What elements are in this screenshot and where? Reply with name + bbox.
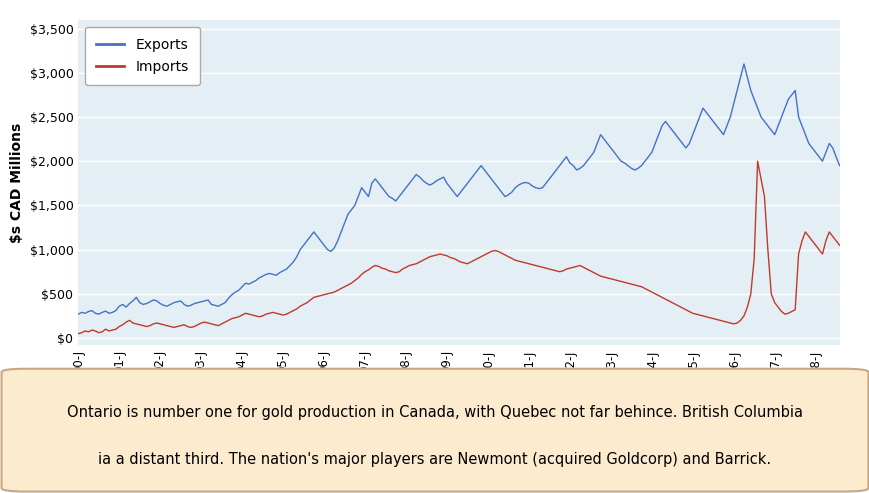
Exports [141, 301, 151, 307]
Exports [240, 280, 250, 286]
Imports [131, 321, 142, 327]
Imports [240, 310, 250, 316]
FancyBboxPatch shape [2, 369, 867, 492]
Imports [141, 323, 151, 329]
X-axis label: Year & Month: Year & Month [405, 379, 512, 393]
Line: Imports: Imports [78, 161, 839, 334]
Exports [738, 61, 748, 67]
Legend: Exports, Imports: Exports, Imports [85, 27, 199, 85]
Exports [479, 167, 489, 173]
Exports [833, 163, 844, 169]
Imports [833, 242, 844, 248]
Exports [816, 158, 826, 164]
Imports [73, 331, 83, 337]
Exports [131, 294, 142, 300]
Imports [543, 266, 554, 272]
Text: ia a distant third. The nation's major players are Newmont (acquired Goldcorp) a: ia a distant third. The nation's major p… [98, 452, 771, 466]
Imports [479, 252, 489, 258]
Text: Ontario is number one for gold production in Canada, with Quebec not far behince: Ontario is number one for gold productio… [67, 405, 802, 420]
Line: Exports: Exports [78, 64, 839, 314]
Exports [543, 176, 554, 182]
Imports [752, 158, 762, 164]
Exports [73, 311, 83, 317]
Y-axis label: $s CAD Millions: $s CAD Millions [10, 122, 24, 243]
Imports [816, 251, 826, 257]
